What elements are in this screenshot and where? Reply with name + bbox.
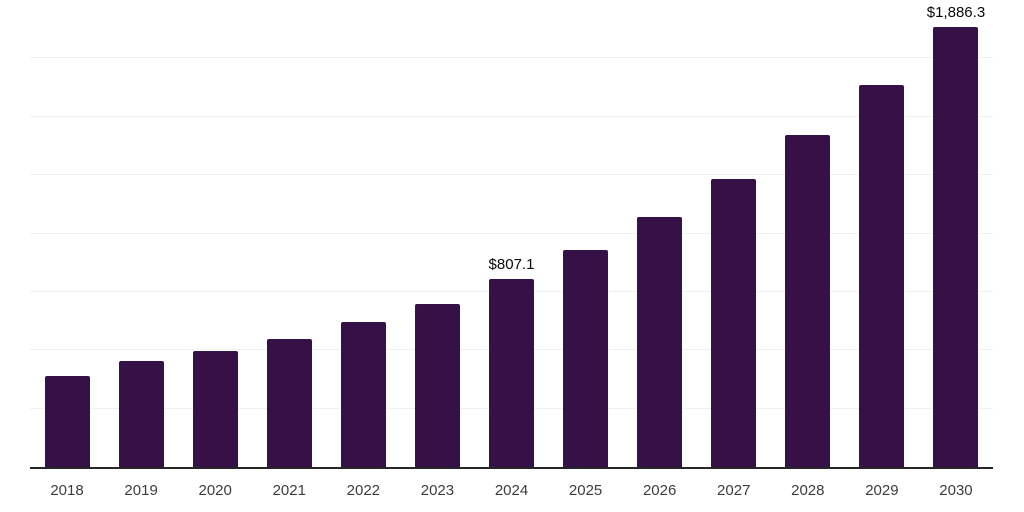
x-axis-label: 2022: [346, 482, 381, 499]
bar-band: [623, 0, 697, 467]
gridline: [30, 57, 993, 59]
x-axis-label: 2028: [791, 482, 825, 499]
x-axis-label: 2019: [124, 482, 158, 499]
bar-band: [252, 0, 326, 467]
gridline: [30, 115, 993, 117]
plot-area: $807.1 $1,886.3: [30, 0, 993, 469]
gridline: [30, 232, 993, 234]
bar-band: [400, 0, 474, 467]
bar-band: $1,886.3: [919, 0, 993, 467]
x-axis-label: 2029: [865, 482, 899, 499]
bar: [489, 278, 534, 467]
bars-row: $807.1 $1,886.3: [30, 0, 993, 467]
bar-band: [326, 0, 400, 467]
bar: [785, 135, 831, 467]
bar-band: [549, 0, 623, 467]
bar-band: [104, 0, 178, 467]
bar-value-label: $1,886.3: [926, 3, 986, 21]
x-axis-label: 2023: [420, 482, 455, 499]
bar-band: [178, 0, 252, 467]
bar: [118, 361, 164, 467]
x-axis-label: 2020: [198, 482, 232, 499]
bar-band: [771, 0, 845, 467]
bar-band: [845, 0, 919, 467]
bar: [266, 338, 312, 467]
bar: [637, 216, 683, 467]
gridline: [30, 174, 993, 176]
x-axis: 2018 2019 2020 2021 2022 2023 2024 2025 2026 2027…: [30, 479, 993, 503]
bar-band: [30, 0, 104, 467]
x-axis-label: 2024: [494, 482, 529, 499]
bar: [414, 303, 460, 467]
bar: [711, 178, 757, 467]
bar: [192, 351, 238, 467]
x-axis-label: 2018: [50, 482, 84, 499]
bar: [44, 375, 90, 467]
bar: [933, 26, 979, 467]
bar-value-label: $807.1: [488, 255, 535, 273]
x-axis-label: 2026: [642, 482, 677, 499]
bar: [859, 84, 905, 467]
x-axis-label: 2025: [568, 482, 603, 499]
x-axis-label: 2030: [939, 482, 973, 499]
x-axis-label: 2027: [717, 482, 751, 499]
x-axis-label: 2021: [272, 482, 306, 499]
bar: [340, 322, 386, 467]
bar: [563, 249, 609, 467]
bar-band: [697, 0, 771, 467]
bar-band: $807.1: [474, 0, 548, 467]
